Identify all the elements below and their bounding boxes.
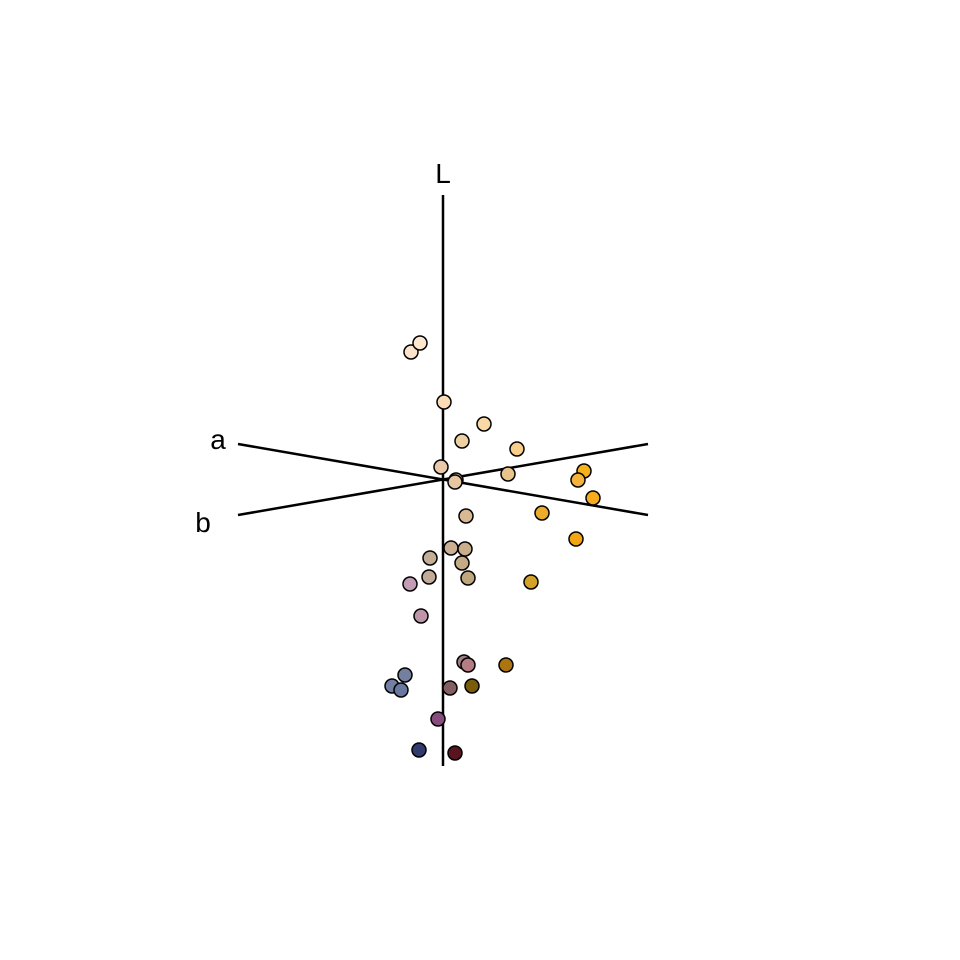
data-point — [523, 574, 539, 590]
data-point — [412, 335, 428, 351]
data-point — [402, 576, 418, 592]
data-point — [442, 680, 458, 696]
data-point — [421, 569, 437, 585]
data-point — [447, 745, 463, 761]
data-point — [568, 531, 584, 547]
data-point — [498, 657, 514, 673]
data-point — [413, 608, 429, 624]
axis-b-label: b — [195, 507, 211, 538]
data-point — [476, 416, 492, 432]
axis-b-line — [237, 442, 649, 517]
data-point — [457, 541, 473, 557]
data-point — [570, 472, 586, 488]
axis-L-label: L — [435, 158, 451, 189]
points-group — [384, 335, 601, 761]
data-point — [393, 682, 409, 698]
data-point — [436, 394, 452, 410]
data-point — [534, 505, 550, 521]
data-point — [403, 344, 419, 360]
data-point — [585, 490, 601, 506]
data-point — [458, 508, 474, 524]
data-point — [430, 711, 446, 727]
data-point — [411, 742, 427, 758]
data-point — [460, 657, 476, 673]
data-point — [454, 433, 470, 449]
data-point — [509, 441, 525, 457]
data-point — [397, 667, 413, 683]
data-point — [443, 540, 459, 556]
data-point — [422, 550, 438, 566]
data-point — [500, 466, 516, 482]
axis-a-label: a — [210, 424, 226, 455]
data-point — [460, 570, 476, 586]
data-point — [447, 474, 463, 490]
data-point — [454, 555, 470, 571]
data-point — [464, 678, 480, 694]
data-point — [433, 459, 449, 475]
